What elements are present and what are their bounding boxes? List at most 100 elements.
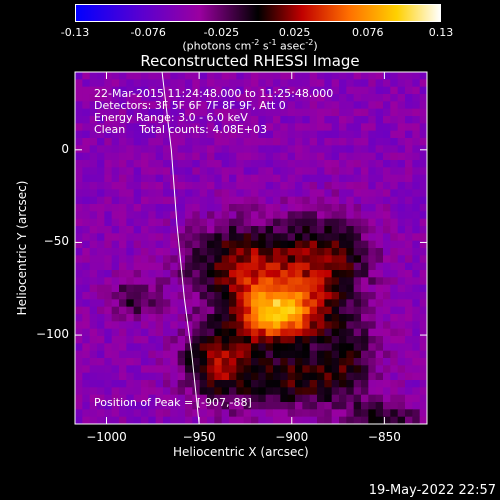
heatmap-cell bbox=[177, 409, 186, 418]
heatmap-cell bbox=[221, 182, 230, 190]
heatmap-cell bbox=[133, 108, 142, 117]
heatmap-cell bbox=[383, 416, 391, 424]
heatmap-cell bbox=[243, 350, 252, 359]
heatmap-cell bbox=[295, 328, 303, 337]
heatmap-cell bbox=[148, 299, 157, 308]
heatmap-cell bbox=[251, 123, 259, 132]
heatmap-cell bbox=[390, 138, 399, 146]
heatmap-cell bbox=[397, 255, 406, 264]
heatmap-cell bbox=[397, 130, 406, 139]
heatmap-cell bbox=[126, 101, 135, 110]
heatmap-cell bbox=[324, 314, 333, 322]
heatmap-cell bbox=[251, 306, 259, 315]
heatmap-cell bbox=[412, 218, 421, 227]
heatmap-cell bbox=[390, 196, 399, 205]
heatmap-cell bbox=[104, 277, 113, 286]
heatmap-cell bbox=[258, 416, 267, 424]
heatmap-cell bbox=[375, 292, 384, 300]
heatmap-cell bbox=[317, 174, 325, 183]
heatmap-cell bbox=[82, 336, 91, 344]
heatmap-cell bbox=[258, 211, 267, 220]
heatmap-cell bbox=[207, 248, 215, 256]
heatmap-cell bbox=[243, 240, 252, 249]
heatmap-cell bbox=[375, 116, 384, 124]
heatmap-cell bbox=[133, 270, 142, 278]
heatmap-cell bbox=[221, 387, 230, 396]
heatmap-cell bbox=[214, 189, 223, 198]
heatmap-cell bbox=[412, 394, 421, 403]
heatmap-cell bbox=[397, 402, 406, 410]
heatmap-cell bbox=[383, 233, 391, 242]
heatmap-cell bbox=[243, 138, 252, 146]
heatmap-cell bbox=[273, 240, 281, 249]
heatmap-cell bbox=[412, 116, 421, 124]
heatmap-cell bbox=[317, 248, 325, 256]
heatmap-cell bbox=[119, 211, 127, 220]
heatmap-cell bbox=[353, 328, 362, 337]
heatmap-cell bbox=[243, 314, 252, 322]
heatmap-cell bbox=[273, 196, 281, 205]
heatmap-cell bbox=[148, 380, 157, 388]
heatmap-cell bbox=[126, 314, 135, 322]
heatmap-cell bbox=[258, 94, 267, 102]
heatmap-cell bbox=[221, 314, 230, 322]
heatmap-cell bbox=[243, 79, 252, 88]
heatmap-cell bbox=[104, 160, 113, 168]
heatmap-cell bbox=[199, 189, 208, 198]
heatmap-cell bbox=[75, 394, 83, 403]
heatmap-cell bbox=[390, 277, 399, 286]
heatmap-cell bbox=[273, 372, 281, 381]
heatmap-cell bbox=[155, 380, 164, 388]
heatmap-cell bbox=[383, 255, 391, 264]
heatmap-cell bbox=[133, 387, 142, 396]
heatmap-cell bbox=[243, 182, 252, 190]
heatmap-cell bbox=[111, 358, 120, 366]
heatmap-cell bbox=[412, 262, 421, 271]
heatmap-cell bbox=[170, 116, 179, 124]
heatmap-cell bbox=[185, 372, 193, 381]
heatmap-cell bbox=[405, 416, 413, 424]
heatmap-cell bbox=[221, 240, 230, 249]
heatmap-cell bbox=[258, 240, 267, 249]
heatmap-cell bbox=[331, 284, 340, 293]
colorbar-tick-label: -0.13 bbox=[60, 26, 90, 39]
heatmap-cell bbox=[412, 182, 421, 190]
heatmap-cell bbox=[141, 226, 149, 234]
heatmap-cell bbox=[331, 116, 340, 124]
heatmap-cell bbox=[331, 365, 340, 374]
heatmap-cell bbox=[309, 86, 318, 95]
heatmap-cell bbox=[361, 101, 369, 110]
heatmap-cell bbox=[309, 262, 318, 271]
heatmap-cell bbox=[346, 277, 355, 286]
heatmap-cell bbox=[324, 299, 333, 308]
heatmap-cell bbox=[133, 130, 142, 139]
heatmap-cell bbox=[192, 138, 201, 146]
heatmap-cell bbox=[133, 372, 142, 381]
heatmap-cell bbox=[390, 292, 399, 300]
heatmap-cell bbox=[207, 145, 215, 154]
heatmap-cell bbox=[97, 196, 105, 205]
heatmap-cell bbox=[199, 299, 208, 308]
heatmap-cell bbox=[412, 350, 421, 359]
heatmap-cell bbox=[148, 292, 157, 300]
heatmap-cell bbox=[287, 101, 296, 110]
heatmap-cell bbox=[317, 167, 325, 176]
heatmap-cell bbox=[82, 277, 91, 286]
heatmap-cell bbox=[82, 108, 91, 117]
heatmap-cell bbox=[133, 248, 142, 256]
heatmap-cell bbox=[133, 101, 142, 110]
heatmap-cell bbox=[295, 343, 303, 352]
heatmap-cell bbox=[82, 365, 91, 374]
heatmap-cell bbox=[280, 240, 289, 249]
heatmap-cell bbox=[75, 314, 83, 322]
heatmap-cell bbox=[97, 321, 105, 330]
heatmap-cell bbox=[214, 409, 223, 418]
heatmap-cell bbox=[295, 306, 303, 315]
heatmap-cell bbox=[133, 380, 142, 388]
heatmap-cell bbox=[111, 350, 120, 359]
heatmap-cell bbox=[177, 416, 186, 424]
heatmap-cell bbox=[207, 409, 215, 418]
heatmap-cell bbox=[361, 94, 369, 102]
heatmap-cell bbox=[361, 138, 369, 146]
heatmap-cell bbox=[111, 218, 120, 227]
